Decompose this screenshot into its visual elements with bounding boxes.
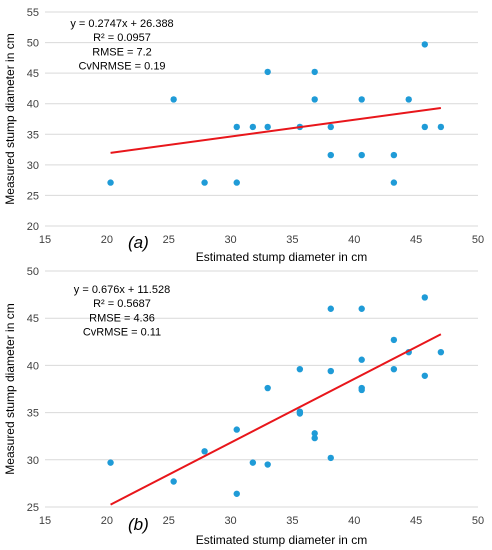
regression-annotation: CvNRMSE = 0.19 [78, 61, 165, 73]
x-tick-label: 25 [163, 515, 175, 527]
y-tick-label: 25 [27, 502, 39, 514]
data-point [233, 490, 240, 497]
data-point [358, 356, 365, 363]
x-tick-label: 40 [348, 234, 360, 246]
y-tick-label: 30 [27, 160, 39, 172]
y-tick-label: 40 [27, 360, 39, 372]
data-point [358, 386, 365, 394]
data-point [311, 430, 318, 437]
data-point [358, 96, 365, 103]
data-point [421, 372, 429, 379]
panel-label: (a) [128, 233, 149, 252]
x-tick-label: 45 [410, 234, 422, 246]
data-point [233, 179, 240, 186]
x-tick-label: 35 [286, 234, 298, 246]
data-point [390, 365, 398, 373]
data-point [405, 96, 412, 103]
y-tick-label: 35 [27, 129, 39, 141]
y-tick-label: 50 [27, 266, 39, 278]
data-point [390, 151, 398, 159]
trendline [110, 333, 442, 506]
y-tick-label: 40 [27, 99, 39, 111]
regression-annotation: y = 0.676x + 11.528 [74, 284, 170, 296]
data-point [358, 305, 365, 312]
y-axis-title: Measured stump diameter in cm [3, 33, 17, 204]
data-point [107, 179, 114, 186]
data-point [390, 336, 398, 344]
data-point [264, 461, 271, 468]
data-point [201, 448, 208, 455]
data-point [421, 41, 429, 48]
chart-panel-2: 25 30 35 40 45 50 15 20 25 30 35 40 45 50 Estimated st… [3, 266, 484, 547]
data-point [327, 123, 334, 131]
y-tick-label: 20 [27, 221, 39, 233]
trendline [110, 107, 442, 154]
y-tick-label: 45 [27, 68, 39, 80]
data-point [437, 123, 445, 131]
panel-label: (b) [128, 515, 149, 534]
x-tick-label: 30 [224, 234, 236, 246]
regression-annotation: y = 0.2747x + 26.388 [70, 18, 173, 30]
data-point [170, 478, 177, 485]
data-point [233, 426, 240, 433]
data-point [170, 96, 177, 103]
x-tick-label: 20 [101, 234, 113, 246]
y-tick-label: 35 [27, 408, 39, 420]
y-tick-label: 50 [27, 38, 39, 50]
x-axis-title: Estimated stump diameter in cm [196, 250, 367, 264]
regression-annotation: RMSE = 4.36 [89, 312, 155, 324]
y-tick-label: 25 [27, 190, 39, 202]
x-tick-label: 15 [39, 234, 51, 246]
data-point [249, 123, 257, 131]
x-tick-label: 20 [101, 515, 113, 527]
x-tick-label: 50 [472, 234, 484, 246]
data-point [311, 96, 318, 103]
data-point [327, 151, 334, 159]
x-axis-title: Estimated stump diameter in cm [196, 533, 367, 547]
regression-annotation: R² = 0.5687 [93, 298, 151, 310]
data-point [390, 179, 398, 186]
data-point [327, 454, 334, 462]
regression-annotation: R² = 0.0957 [93, 32, 151, 44]
data-point [264, 68, 271, 76]
x-tick-label: 50 [472, 515, 484, 527]
regression-annotation: RMSE = 7.2 [92, 46, 152, 58]
x-tick-label: 40 [348, 515, 360, 527]
data-point [233, 123, 240, 131]
data-point [264, 123, 271, 131]
x-tick-label: 30 [224, 515, 236, 527]
x-tick-label: 25 [163, 234, 175, 246]
x-tick-label: 15 [39, 515, 51, 527]
data-point [296, 410, 304, 417]
y-tick-label: 30 [27, 455, 39, 467]
data-point [264, 384, 271, 392]
data-point [311, 434, 318, 442]
data-point [311, 68, 318, 76]
data-point [437, 348, 445, 356]
x-tick-label: 35 [286, 515, 298, 527]
data-point [421, 294, 429, 301]
data-point [296, 365, 304, 373]
data-point [107, 459, 114, 466]
data-point [201, 179, 208, 186]
x-tick-label: 45 [410, 515, 422, 527]
data-point [327, 305, 334, 312]
data-point [249, 459, 257, 466]
data-point [358, 151, 365, 159]
data-point [327, 367, 334, 375]
data-point [421, 123, 429, 131]
regression-annotation: CvRMSE = 0.11 [83, 327, 161, 339]
y-tick-label: 55 [27, 7, 39, 19]
y-axis-title: Measured stump diameter in cm [3, 303, 17, 474]
y-tick-label: 45 [27, 313, 39, 325]
